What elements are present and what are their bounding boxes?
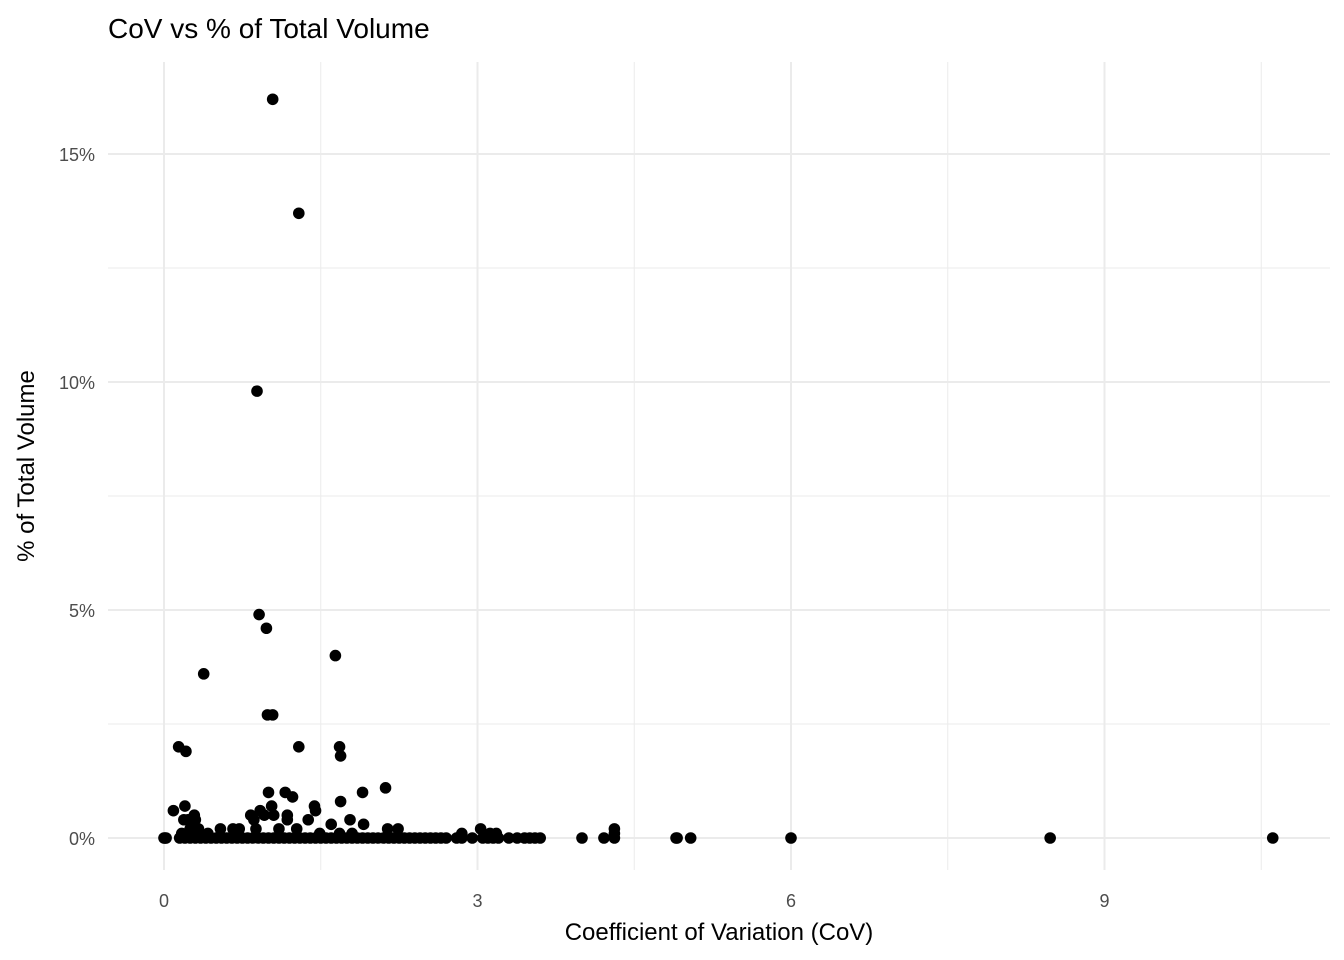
data-point xyxy=(357,818,370,831)
x-tick-label: 3 xyxy=(472,891,482,911)
data-point xyxy=(334,750,347,762)
data-point xyxy=(684,832,697,844)
data-point xyxy=(248,813,260,826)
data-point xyxy=(178,813,190,826)
data-point xyxy=(309,804,322,817)
data-points xyxy=(158,93,1279,844)
data-point xyxy=(1266,832,1279,844)
data-point xyxy=(250,823,262,835)
y-tick-label: 10% xyxy=(59,373,95,393)
data-point xyxy=(325,818,338,831)
tick-labels: 0 3 6 9 0% 5% 10% 15% xyxy=(59,145,1110,911)
data-point xyxy=(179,800,191,812)
y-tick-label: 0% xyxy=(69,829,95,849)
data-point xyxy=(233,823,246,835)
data-point xyxy=(466,832,479,844)
data-point xyxy=(266,93,279,106)
data-point xyxy=(381,823,394,835)
data-point xyxy=(281,813,294,826)
data-point xyxy=(265,800,278,812)
data-point xyxy=(286,791,299,803)
y-tick-label: 15% xyxy=(59,145,95,165)
data-point xyxy=(608,832,621,844)
x-tick-label: 0 xyxy=(159,891,169,911)
data-point xyxy=(598,832,610,844)
data-point xyxy=(392,823,404,835)
data-point xyxy=(266,709,279,721)
data-point xyxy=(258,809,271,821)
data-point xyxy=(262,786,275,799)
data-point xyxy=(267,809,280,821)
data-point xyxy=(167,804,180,817)
data-point xyxy=(293,741,305,753)
data-point xyxy=(474,823,487,835)
data-point xyxy=(534,832,546,844)
data-point xyxy=(251,385,263,397)
x-axis-title: Coefficient of Variation (CoV) xyxy=(565,919,874,946)
data-point xyxy=(329,649,342,662)
x-tick-label: 9 xyxy=(1099,891,1109,911)
data-point xyxy=(214,823,227,835)
data-point xyxy=(184,823,196,835)
data-point xyxy=(160,832,172,844)
data-point xyxy=(273,823,285,835)
data-point xyxy=(440,832,452,844)
gridlines xyxy=(108,62,1330,870)
data-point xyxy=(334,795,347,808)
data-point xyxy=(456,832,468,844)
data-point xyxy=(785,832,797,844)
data-point xyxy=(302,813,315,826)
x-tick-label: 6 xyxy=(786,891,796,911)
data-point xyxy=(671,832,683,844)
data-point xyxy=(293,207,305,220)
data-point xyxy=(192,823,205,835)
data-point xyxy=(576,832,588,844)
y-tick-label: 5% xyxy=(69,601,95,621)
data-point xyxy=(492,832,505,844)
data-point xyxy=(189,813,202,826)
data-point xyxy=(1044,832,1056,844)
y-axis-title: % of Total Volume xyxy=(13,370,40,562)
data-point xyxy=(197,668,210,680)
data-point xyxy=(503,832,515,844)
data-point xyxy=(344,813,356,826)
data-point xyxy=(379,782,392,794)
data-point xyxy=(253,608,265,621)
data-point xyxy=(260,622,273,635)
data-point xyxy=(180,745,192,758)
data-point xyxy=(356,786,369,799)
data-point xyxy=(290,823,303,835)
data-point xyxy=(333,741,346,753)
chart-title: CoV vs % of Total Volume xyxy=(108,13,430,44)
